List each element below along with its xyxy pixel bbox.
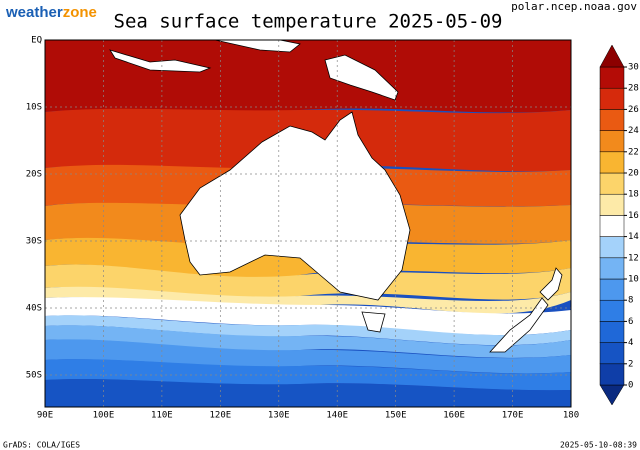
- grid: [45, 40, 571, 407]
- colorbar-label: 2: [628, 359, 633, 369]
- footer-right: 2025-05-10-08:39: [560, 441, 637, 450]
- colorbar-segment: [599, 215, 625, 237]
- logo-weather: weather: [5, 4, 63, 21]
- lon-label: 170E: [502, 411, 524, 421]
- lon-label: 100E: [93, 411, 115, 421]
- colorbar-segment: [599, 321, 625, 343]
- colorbar-segment: [599, 66, 625, 89]
- title: Sea surface temperature 2025-05-09: [114, 11, 503, 33]
- lat-label: 50S: [26, 371, 42, 381]
- colorbar-segment: [599, 257, 625, 280]
- colorbar-label: 30: [628, 63, 639, 73]
- colorbar-segment: [599, 151, 625, 174]
- lat-label: 10S: [26, 103, 42, 113]
- lon-label: 130E: [268, 411, 290, 421]
- source: polar.ncep.noaa.gov: [511, 0, 637, 13]
- colorbar-label: 22: [628, 147, 639, 157]
- logo[interactable]: weatherzone: [5, 4, 97, 21]
- lon-label: 160E: [443, 411, 465, 421]
- colorbar-label: 6: [628, 317, 633, 327]
- colorbar-label: 10: [628, 275, 639, 285]
- colorbar-label: 28: [628, 84, 639, 94]
- colorbar-segment: [599, 363, 625, 386]
- lat-label: 30S: [26, 237, 42, 247]
- colorbar-label: 14: [628, 232, 639, 242]
- colorbar-label: 26: [628, 105, 639, 115]
- colorbar-label: 18: [628, 190, 639, 200]
- colorbar-segment: [599, 172, 625, 195]
- colorbar-label: 4: [628, 338, 633, 348]
- colorbar-label: 12: [628, 253, 639, 263]
- lon-label: 140E: [326, 411, 348, 421]
- colorbar-segment: [599, 299, 625, 322]
- sst-field: [45, 40, 571, 407]
- footer-left: GrADS: COLA/IGES: [3, 441, 80, 450]
- lon-label: 90E: [37, 411, 53, 421]
- lat-label: 40S: [26, 304, 42, 314]
- colorbar-end: [599, 44, 625, 68]
- colorbar-label: 20: [628, 169, 639, 179]
- colorbar-end: [599, 384, 625, 406]
- map: [44, 39, 572, 408]
- colorbar-segment: [599, 193, 625, 216]
- map-frame: [44, 39, 572, 408]
- colorbar-segment: [599, 109, 625, 131]
- logo-zone: zone: [63, 4, 97, 21]
- colorbar-label: 24: [628, 126, 639, 136]
- lon-label: 120E: [209, 411, 231, 421]
- lon-label: 180: [563, 411, 579, 421]
- lon-label: 150E: [385, 411, 407, 421]
- colorbar-segment: [599, 87, 625, 110]
- lon-label: 110E: [151, 411, 173, 421]
- colorbar-segment: [599, 278, 625, 301]
- colorbar-label: 8: [628, 296, 633, 306]
- lat-label: 20S: [26, 170, 42, 180]
- colorbar-label: 16: [628, 211, 639, 221]
- colorbar-segment: [599, 130, 625, 153]
- colorbar-segment: [599, 342, 625, 365]
- lat-label: EQ: [31, 36, 42, 46]
- colorbar-label: 0: [628, 381, 633, 391]
- colorbar-segment: [599, 236, 625, 259]
